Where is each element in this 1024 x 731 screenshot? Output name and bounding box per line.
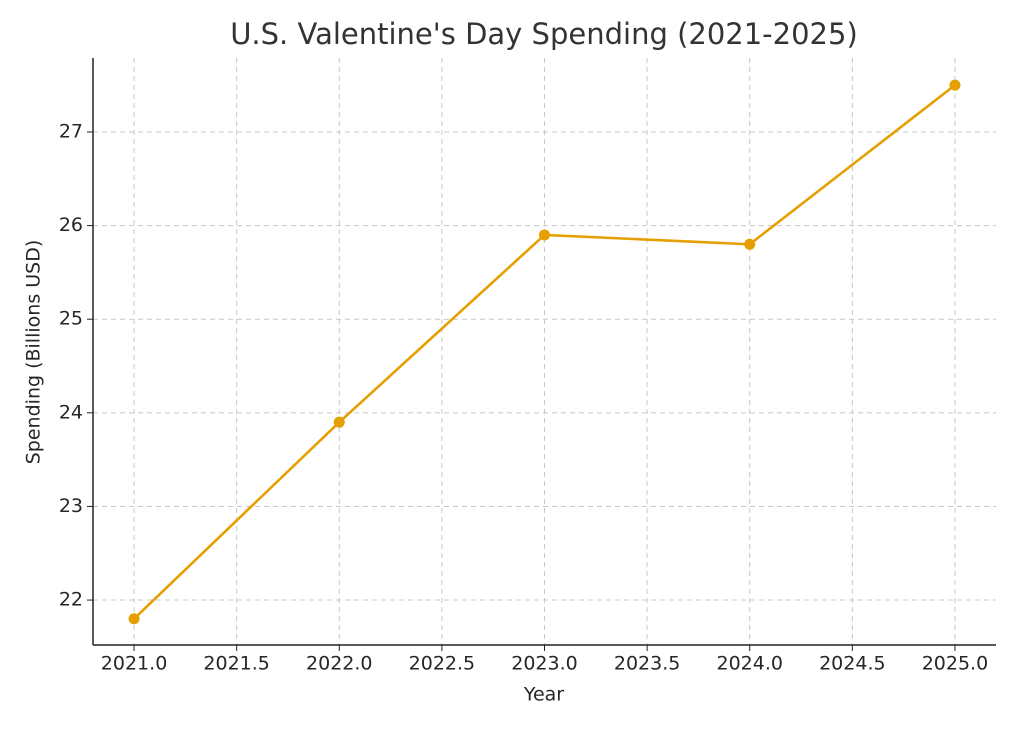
point [333,416,345,428]
x-tick-label: 2024.5 [819,653,885,675]
x-tick-label: 2024.0 [716,653,782,675]
x-axis-label: Year [523,684,564,706]
chart-title: U.S. Valentine's Day Spending (2021-2025… [230,17,858,51]
x-tick-label: 2023.0 [511,653,577,675]
point [744,238,756,250]
y-tick-label: 26 [59,214,83,236]
x-tick-label: 2021.5 [203,653,269,675]
point [539,229,550,241]
grid [93,58,996,645]
y-tick-label: 23 [59,495,83,517]
x-tick-label: 2025.0 [922,653,988,675]
y-tick-label: 27 [59,120,83,142]
point [128,613,140,625]
point [949,79,961,91]
y-tick-label: 25 [59,308,83,330]
x-tick-label: 2022.0 [306,653,372,675]
y-axis-label: Spending (Billions USD) [23,240,45,465]
y-tick-label: 24 [59,401,83,423]
x-tick-label: 2022.5 [409,653,475,675]
x-tick-label: 2021.0 [101,653,167,675]
x-tick-label: 2023.5 [614,653,680,675]
y-tick-label: 22 [59,589,83,611]
